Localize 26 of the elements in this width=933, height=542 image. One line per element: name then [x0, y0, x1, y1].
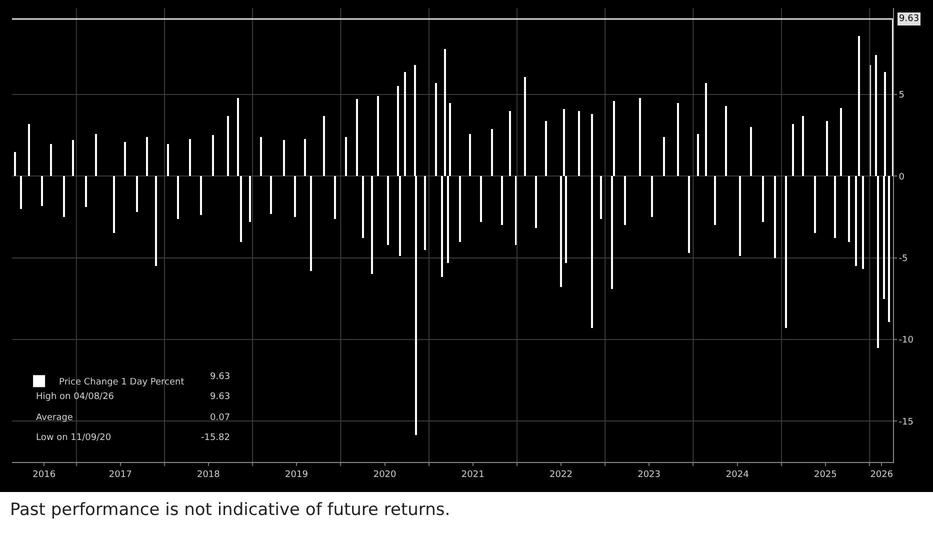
annotation: -15.82	[201, 433, 230, 443]
y-tick-label: 5	[898, 90, 905, 101]
y-tick-label: -5	[898, 254, 908, 264]
annotation: 9.63	[210, 372, 230, 382]
x-tick-label: 2025	[814, 470, 837, 480]
x-tick-label: 2022	[550, 470, 572, 480]
x-tick-label: 2024	[726, 470, 750, 480]
x-tick-label: 2019	[285, 470, 308, 480]
x-tick-label: 2017	[108, 470, 132, 480]
annotation: 0.07	[210, 413, 230, 423]
x-tick-label: 2023	[638, 470, 660, 480]
x-tick-label: 2026	[870, 470, 894, 480]
legend-label: Price Change 1 Day Percent	[59, 378, 185, 388]
x-tick-label: 2016	[32, 470, 56, 480]
x-tick-label: 2021	[461, 470, 484, 480]
annotation: High on 04/08/26	[36, 392, 114, 402]
y-tick-label: -15	[898, 417, 914, 428]
x-tick-label: 2018	[196, 470, 220, 480]
x-tick-label: 2020	[373, 470, 397, 480]
y-tick-label: -10	[898, 336, 914, 346]
ref-line-label: 9.63	[899, 14, 920, 24]
annotation: Low on 11/09/20	[36, 433, 112, 443]
annotation: 9.63	[210, 392, 230, 402]
text: Past performance is not indicative of future returns.	[9, 499, 452, 520]
y-tick-label: 0	[898, 172, 905, 182]
annotation: Average	[36, 413, 74, 423]
